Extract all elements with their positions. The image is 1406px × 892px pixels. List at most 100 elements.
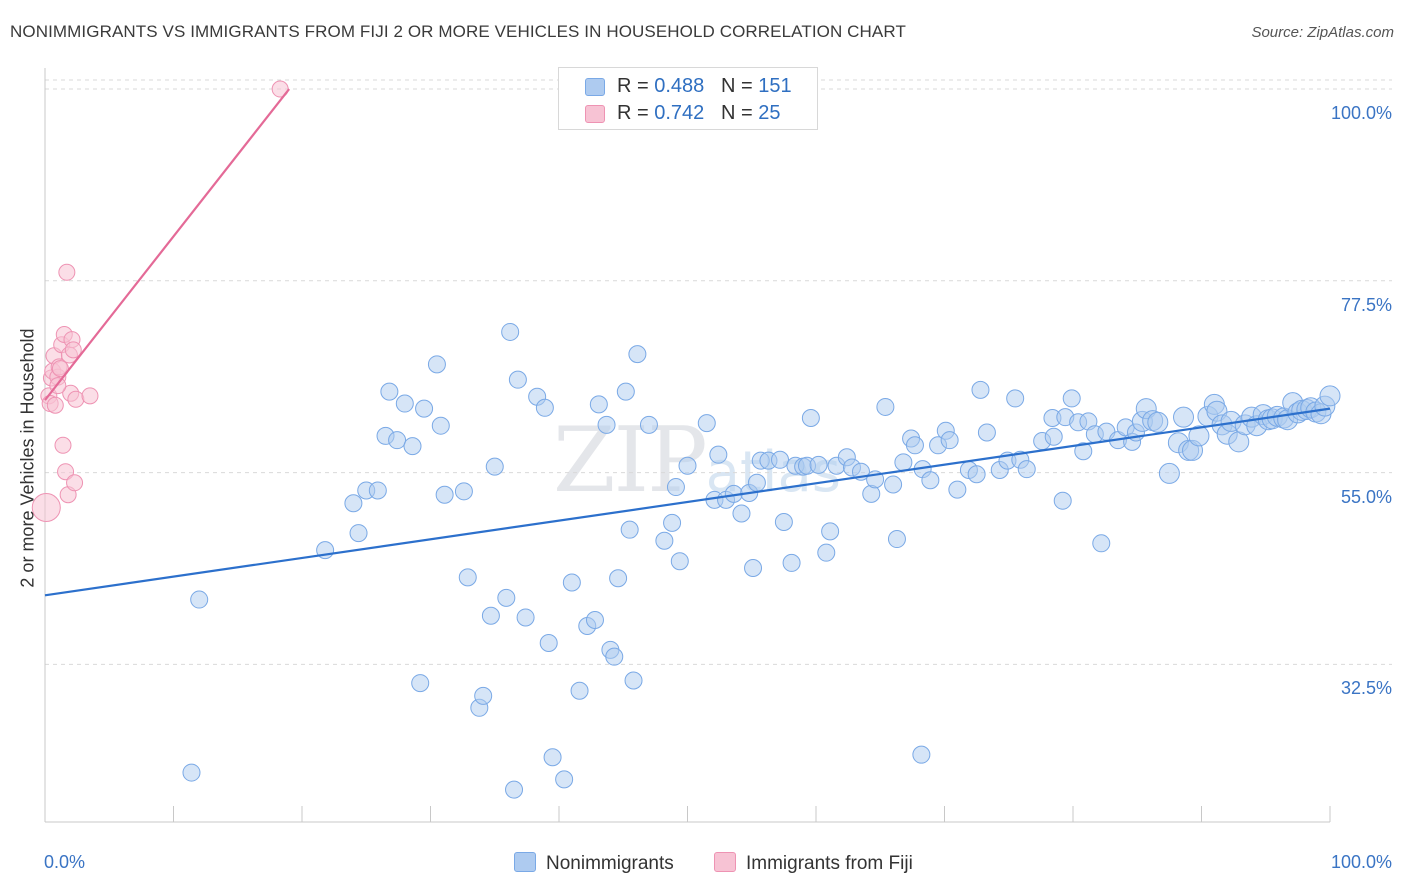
nonimmigrant-point — [948, 480, 967, 499]
nonimmigrant-point — [1044, 427, 1063, 446]
nonimmigrant-point — [801, 409, 820, 428]
nonimmigrant-point — [458, 568, 477, 587]
nonimmigrant-point — [505, 780, 524, 799]
nonimmigrant-point — [1053, 491, 1072, 510]
legend-n-value: 25 — [758, 102, 781, 124]
nonimmigrant-point — [1092, 534, 1111, 553]
nonimmigrant-point — [1188, 425, 1210, 447]
nonimmigrant-point — [771, 450, 790, 469]
chart-title: NONIMMIGRANTS VS IMMIGRANTS FROM FIJI 2 … — [10, 22, 906, 41]
nonimmigrant-point — [744, 559, 763, 578]
nonimmigrant-point — [516, 608, 535, 627]
nonimmigrant-point — [666, 478, 685, 497]
nonimmigrant-point — [539, 634, 558, 653]
x-tick-label-max: 100.0% — [1330, 852, 1392, 872]
y-tick-label: 32.5% — [1340, 678, 1392, 699]
nonimmigrant-trend-line — [44, 407, 1331, 597]
nonimmigrant-point — [894, 453, 913, 472]
nonimmigrant-point — [670, 552, 689, 571]
nonimmigrant-point — [809, 455, 828, 474]
nonimmigrant-point — [774, 513, 793, 531]
y-tick-label: 77.5% — [1340, 294, 1392, 315]
fiji-point — [31, 493, 61, 523]
nonimmigrant-point — [388, 431, 407, 450]
nonimmigrant-point — [1319, 385, 1341, 407]
nonimmigrant-point — [967, 465, 986, 484]
nonimmigrant-point — [555, 770, 574, 789]
nonimmigrant-point — [782, 553, 801, 572]
y-tick-label: 55.0% — [1340, 486, 1392, 507]
nonimmigrant-point — [411, 674, 430, 693]
nonimmigrant-point — [585, 611, 604, 630]
nonimmigrant-point — [971, 380, 990, 399]
nonimmigrant-point — [501, 322, 520, 341]
nonimmigrant-point — [344, 494, 363, 513]
bottom-legend-label: Immigrants from Fiji — [746, 853, 913, 874]
nonimmigrant-point — [876, 397, 895, 416]
nonimmigrant-point — [1074, 442, 1093, 461]
fiji-point — [66, 474, 84, 492]
nonimmigrant-point — [655, 531, 674, 550]
bottom-legend-swatch-pink — [714, 852, 736, 872]
correlation-legend: R = 0.488 N = 151 R = 0.742 N = 25 — [558, 67, 818, 130]
legend-text: R = 0.742 N = 25 — [617, 102, 781, 124]
nonimmigrant-point — [508, 370, 527, 389]
source-label: Source: ZipAtlas.com — [1251, 24, 1394, 41]
nonimmigrant-point — [821, 522, 840, 541]
legend-r-value: 0.488 — [654, 75, 705, 97]
nonimmigrant-point — [1158, 462, 1180, 484]
nonimmigrant-point — [921, 471, 940, 490]
nonimmigrant-point — [1173, 406, 1195, 428]
y-tick-label: 100.0% — [1330, 103, 1392, 124]
nonimmigrant-point — [485, 457, 504, 476]
bottom-legend-label: Nonimmigrants — [546, 853, 674, 874]
x-tick-label-min: 0.0% — [44, 852, 86, 872]
fiji-point — [81, 387, 99, 405]
nonimmigrant-point — [562, 573, 581, 592]
nonimmigrant-point — [190, 590, 209, 609]
grid-lines — [45, 79, 1392, 665]
nonimmigrant-point — [1147, 411, 1169, 433]
nonimmigrant-point — [663, 513, 682, 532]
nonimmigrant-point — [678, 456, 697, 475]
nonimmigrant-point — [597, 415, 616, 434]
nonimmigrant-point — [368, 481, 387, 500]
nonimmigrant-point — [912, 745, 931, 764]
legend-swatch-blue — [585, 78, 605, 96]
nonimmigrant-point — [747, 473, 766, 492]
nonimmigrant-point — [403, 437, 422, 456]
nonimmigrant-point — [624, 671, 643, 690]
nonimmigrant-point — [1017, 460, 1036, 479]
legend-text: R = 0.488 N = 151 — [617, 75, 792, 97]
y-axis-title: 2 or more Vehicles in Household — [17, 328, 38, 588]
axes — [44, 68, 1331, 823]
nonimmigrant-point — [887, 530, 906, 549]
nonimmigrant-point — [628, 345, 647, 364]
legend-r-value: 0.742 — [654, 102, 705, 124]
nonimmigrant-point — [454, 482, 473, 501]
nonimmigrant-point — [543, 748, 562, 767]
nonimmigrant-point — [589, 395, 608, 414]
nonimmigrant-point — [182, 763, 201, 782]
nonimmigrant-point — [884, 475, 903, 494]
trend-lines — [44, 88, 1331, 597]
nonimmigrant-point — [497, 588, 516, 607]
nonimmigrant-point — [605, 647, 624, 666]
nonimmigrant-point — [817, 543, 836, 562]
nonimmigrant-point — [570, 681, 589, 700]
nonimmigrant-point — [977, 423, 996, 442]
nonimmigrant-point — [940, 431, 959, 450]
nonimmigrant-point — [616, 382, 635, 401]
fiji-point — [67, 390, 85, 408]
nonimmigrant-point — [349, 524, 368, 543]
nonimmigrant-point — [435, 485, 454, 504]
nonimmigrant-point — [395, 394, 414, 413]
fiji-points — [31, 80, 289, 523]
bottom-legend-nonimmigrants: Nonimmigrants — [514, 852, 674, 876]
nonimmigrant-point — [481, 606, 500, 625]
nonimmigrant-point — [709, 445, 728, 464]
fiji-point — [58, 263, 76, 281]
legend-swatch-pink — [585, 105, 605, 123]
nonimmigrant-point — [380, 382, 399, 401]
nonimmigrant-point — [535, 398, 554, 417]
